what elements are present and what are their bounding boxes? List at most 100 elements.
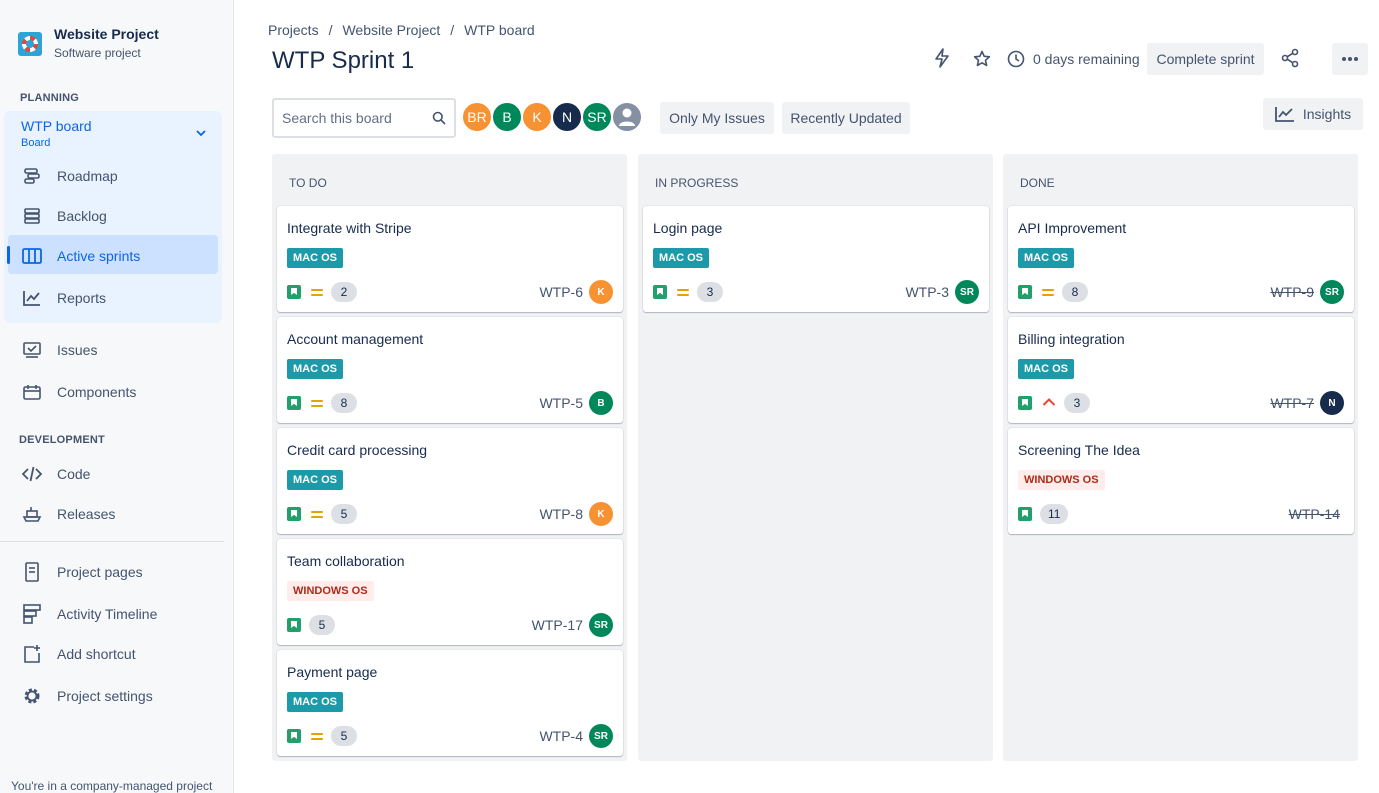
breadcrumb-projects[interactable]: Projects <box>268 22 319 38</box>
assignee-avatar[interactable]: SR <box>955 280 979 304</box>
issue-card[interactable]: Payment page MAC OS 5 WTP-4 SR <box>277 650 623 756</box>
issue-summary: API Improvement <box>1018 220 1127 236</box>
issue-key[interactable]: WTP-5 <box>539 395 583 411</box>
column-in-progress: IN PROGRESS Login page MAC OS 3 WTP-3 SR <box>638 154 993 761</box>
avatar-filter-k[interactable]: K <box>521 101 553 133</box>
issue-label: WINDOWS OS <box>287 581 374 601</box>
sidebar-item-label: Add shortcut <box>57 646 136 662</box>
priority-medium-icon <box>311 399 323 407</box>
sidebar-item-label: Roadmap <box>57 168 118 184</box>
sidebar-item-roadmap[interactable]: Roadmap <box>22 166 118 186</box>
sidebar-item-issues[interactable]: Issues <box>22 340 97 360</box>
story-points-badge: 2 <box>331 282 357 302</box>
assignee-avatar[interactable]: B <box>589 391 613 415</box>
share-button[interactable] <box>1274 42 1306 74</box>
project-header[interactable]: Website Project Software project <box>18 26 159 60</box>
breadcrumb-project[interactable]: Website Project <box>342 22 441 38</box>
automation-button[interactable] <box>926 42 958 74</box>
breadcrumb: Projects / Website Project / WTP board <box>268 22 535 38</box>
search-input[interactable] <box>282 110 427 126</box>
reports-icon <box>22 288 42 308</box>
priority-medium-icon <box>1042 288 1054 296</box>
board-switcher[interactable]: WTP board Board <box>21 118 92 149</box>
breadcrumb-board[interactable]: WTP board <box>464 22 535 38</box>
issue-card[interactable]: Screening The Idea WINDOWS OS 11 WTP-14 <box>1008 428 1354 534</box>
sidebar-item-components[interactable]: Components <box>22 382 136 402</box>
avatar-filter-n[interactable]: N <box>551 101 583 133</box>
assignee-avatar[interactable]: K <box>589 502 613 526</box>
active-item-indicator <box>7 246 10 264</box>
sidebar-item-project-pages[interactable]: Project pages <box>22 562 143 582</box>
sidebar-item-activity-timeline[interactable]: Activity Timeline <box>22 604 157 624</box>
sidebar-item-releases[interactable]: Releases <box>22 504 115 524</box>
story-points-badge: 5 <box>331 504 357 524</box>
issue-label: MAC OS <box>1018 359 1074 379</box>
avatar-filter-b[interactable]: B <box>491 101 523 133</box>
avatar-filter-br[interactable]: BR <box>461 101 493 133</box>
issue-card[interactable]: Account management MAC OS 8 WTP-5 B <box>277 317 623 423</box>
sidebar-item-active-sprints[interactable]: Active sprints <box>22 246 140 266</box>
assignee-avatar[interactable]: SR <box>589 724 613 748</box>
insights-chart-icon <box>1274 107 1294 122</box>
issue-footer: 8 WTP-5 B <box>287 391 613 415</box>
issue-key[interactable]: WTP-4 <box>539 728 583 744</box>
star-button[interactable] <box>966 43 998 75</box>
story-points-badge: 3 <box>1064 393 1090 413</box>
planning-section-label: PLANNING <box>20 92 80 104</box>
components-icon <box>22 382 42 402</box>
issue-footer: 2 WTP-6 K <box>287 280 613 304</box>
assignee-avatar[interactable]: SR <box>1320 280 1344 304</box>
story-points-badge: 3 <box>697 282 723 302</box>
issue-summary: Integrate with Stripe <box>287 220 412 236</box>
only-my-issues-filter[interactable]: Only My Issues <box>660 102 774 134</box>
story-points-badge: 11 <box>1040 504 1069 524</box>
insights-button[interactable]: Insights <box>1263 98 1363 130</box>
sidebar-item-backlog[interactable]: Backlog <box>22 206 107 226</box>
assignee-avatar[interactable]: N <box>1320 391 1344 415</box>
issue-summary: Credit card processing <box>287 442 428 458</box>
issue-label: MAC OS <box>287 248 343 268</box>
issue-key[interactable]: WTP-14 <box>1288 506 1340 522</box>
page-icon <box>22 562 42 582</box>
sidebar-item-project-settings[interactable]: Project settings <box>22 686 153 706</box>
story-type-icon <box>1018 396 1032 410</box>
sidebar-item-label: Releases <box>57 506 116 522</box>
complete-sprint-button[interactable]: Complete sprint <box>1147 43 1264 75</box>
sidebar-item-code[interactable]: Code <box>22 464 90 484</box>
sidebar-item-add-shortcut[interactable]: Add shortcut <box>22 644 136 664</box>
issue-key[interactable]: WTP-7 <box>1270 395 1314 411</box>
story-type-icon <box>287 618 301 632</box>
avatar-filter-sr[interactable]: SR <box>581 101 613 133</box>
issue-footer: 5 WTP-4 SR <box>287 724 613 748</box>
board-search[interactable] <box>272 98 456 138</box>
issue-card[interactable]: Billing integration MAC OS 3 WTP-7 N <box>1008 317 1354 423</box>
issue-footer: 8 WTP-9 SR <box>1018 280 1344 304</box>
column-done: DONE API Improvement MAC OS 8 WTP-9 SR Billing… <box>1003 154 1358 761</box>
priority-medium-icon <box>677 288 689 296</box>
issue-key[interactable]: WTP-8 <box>539 506 583 522</box>
sidebar-item-reports[interactable]: Reports <box>22 288 106 308</box>
issue-card[interactable]: Credit card processing MAC OS 5 WTP-8 K <box>277 428 623 534</box>
issue-key[interactable]: WTP-6 <box>539 284 583 300</box>
releases-icon <box>22 504 42 524</box>
issue-key[interactable]: WTP-9 <box>1270 284 1314 300</box>
sidebar-item-label: Code <box>57 466 91 482</box>
recently-updated-filter[interactable]: Recently Updated <box>782 102 910 134</box>
issue-card[interactable]: Login page MAC OS 3 WTP-3 SR <box>643 206 989 312</box>
column-title: DONE <box>1020 176 1055 190</box>
avatar-filter-unassigned[interactable] <box>611 101 643 133</box>
more-actions-button[interactable] <box>1332 43 1368 75</box>
issue-key[interactable]: WTP-17 <box>531 617 583 633</box>
chevron-down-icon[interactable] <box>196 128 206 138</box>
project-type: Software project <box>54 46 141 60</box>
assignee-avatar[interactable]: SR <box>589 613 613 637</box>
issue-footer: 5 WTP-17 SR <box>287 613 613 637</box>
column-title: IN PROGRESS <box>655 176 739 190</box>
issue-card[interactable]: Team collaboration WINDOWS OS 5 WTP-17 SR <box>277 539 623 645</box>
issue-key[interactable]: WTP-3 <box>905 284 949 300</box>
story-type-icon <box>1018 285 1032 299</box>
assignee-avatar[interactable]: K <box>589 280 613 304</box>
issue-card[interactable]: API Improvement MAC OS 8 WTP-9 SR <box>1008 206 1354 312</box>
issue-card[interactable]: Integrate with Stripe MAC OS 2 WTP-6 K <box>277 206 623 312</box>
issue-footer: 3 WTP-3 SR <box>653 280 979 304</box>
